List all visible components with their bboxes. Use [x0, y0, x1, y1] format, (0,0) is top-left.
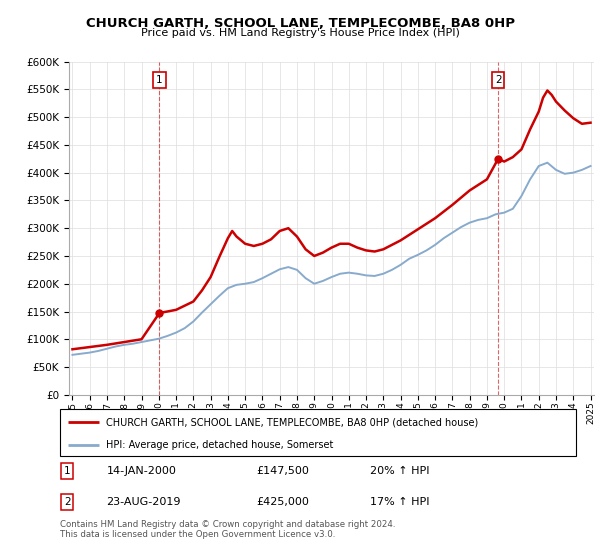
Text: 2: 2 — [495, 75, 502, 85]
Text: HPI: Average price, detached house, Somerset: HPI: Average price, detached house, Some… — [106, 440, 334, 450]
FancyBboxPatch shape — [60, 409, 576, 456]
Text: 20% ↑ HPI: 20% ↑ HPI — [370, 466, 429, 476]
Text: 17% ↑ HPI: 17% ↑ HPI — [370, 497, 429, 507]
Text: Price paid vs. HM Land Registry's House Price Index (HPI): Price paid vs. HM Land Registry's House … — [140, 28, 460, 38]
Text: CHURCH GARTH, SCHOOL LANE, TEMPLECOMBE, BA8 0HP: CHURCH GARTH, SCHOOL LANE, TEMPLECOMBE, … — [86, 17, 515, 30]
Text: £425,000: £425,000 — [256, 497, 309, 507]
Text: Contains HM Land Registry data © Crown copyright and database right 2024.
This d: Contains HM Land Registry data © Crown c… — [60, 520, 395, 539]
Text: 23-AUG-2019: 23-AUG-2019 — [106, 497, 181, 507]
Text: CHURCH GARTH, SCHOOL LANE, TEMPLECOMBE, BA8 0HP (detached house): CHURCH GARTH, SCHOOL LANE, TEMPLECOMBE, … — [106, 417, 479, 427]
Text: 1: 1 — [156, 75, 163, 85]
Text: 1: 1 — [64, 466, 71, 476]
Text: 2: 2 — [64, 497, 71, 507]
Text: £147,500: £147,500 — [256, 466, 309, 476]
Text: 14-JAN-2000: 14-JAN-2000 — [106, 466, 176, 476]
